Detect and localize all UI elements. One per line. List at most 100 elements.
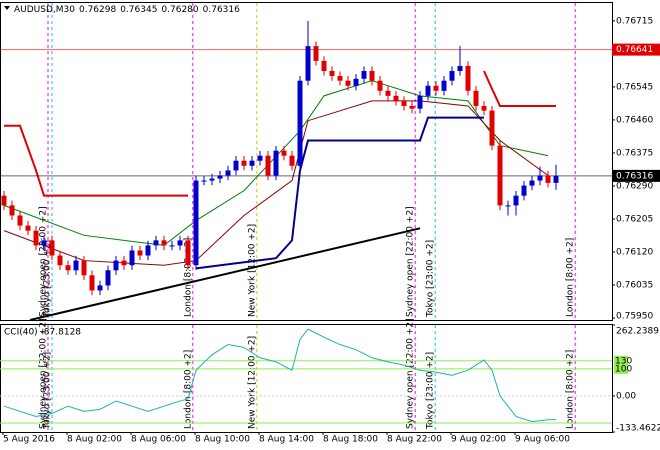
y-tick-label: 0.76460: [616, 115, 653, 125]
chart-title: AUDUSD,M30 0.76298 0.76345 0.76280 0.76316: [14, 5, 240, 15]
level-label: 130: [615, 356, 632, 366]
candle-body: [225, 170, 231, 176]
ohlc-value: 0.76280: [161, 5, 198, 15]
session-label: New York [12:00 +2]: [247, 336, 257, 429]
y-tick-label: 0.76715: [616, 16, 653, 26]
candle-body: [553, 175, 559, 183]
session-label: Sydney open [22:00 +2]: [406, 318, 416, 429]
candle-body: [9, 205, 15, 216]
x-tick-label: 9 Aug 02:00: [451, 435, 506, 445]
candle-body: [193, 180, 199, 266]
level-label: 100: [615, 364, 632, 374]
candle-body: [353, 78, 359, 86]
candle-body: [337, 76, 343, 81]
candle-body: [369, 70, 375, 81]
candle-body: [177, 240, 183, 246]
session-label: New York [12:00 +2]: [247, 224, 257, 317]
y-tick-label: 0.75950: [616, 312, 653, 322]
candle-body: [89, 275, 95, 291]
candle-body: [513, 195, 519, 206]
candle-body: [273, 150, 279, 176]
candle-body: [305, 46, 311, 81]
candle-body: [121, 260, 127, 266]
candle-body: [41, 240, 47, 246]
session-label: Tokyo [23:00 +2]: [43, 240, 53, 318]
candle-body: [505, 205, 511, 207]
price-label-box: [612, 169, 660, 182]
candle-body: [145, 245, 151, 256]
candle-body: [545, 175, 551, 183]
candle-body: [1, 195, 7, 206]
candle-body: [497, 145, 503, 206]
price-label-box: [612, 43, 660, 56]
x-tick-label: 9 Aug 06:00: [515, 435, 570, 445]
level-label-box: [614, 355, 628, 366]
candle-body: [433, 85, 439, 91]
candle-body: [129, 250, 135, 266]
candle-body: [441, 80, 447, 91]
candle-body: [481, 105, 487, 111]
cci-panel: [0, 324, 613, 433]
indicator-line: [195, 116, 484, 270]
y-tick-label: 0.76375: [616, 148, 653, 158]
candle-body: [209, 178, 215, 181]
x-tick-label: 8 Aug 18:00: [323, 435, 378, 445]
candle-body: [241, 160, 247, 166]
symbol: AUDUSD,M30: [14, 5, 75, 15]
y-tick-label: 0.76290: [616, 181, 653, 191]
candle-body: [465, 65, 471, 91]
session-label: London [8:00 +2]: [566, 238, 576, 317]
ohlc-value: 0.76298: [79, 5, 116, 15]
candle-body: [57, 255, 63, 266]
candle-body: [25, 225, 31, 231]
session-label: London [8:00 +2]: [183, 238, 193, 317]
y-tick-label: 0.76120: [616, 248, 653, 258]
x-tick-label: 8 Aug 06:00: [131, 435, 186, 445]
candle-body: [321, 60, 327, 71]
ohlc-value: 0.76345: [120, 5, 157, 15]
candle-body: [233, 160, 239, 171]
candle-body: [97, 285, 103, 291]
candle-body: [33, 230, 39, 246]
candle-body: [409, 105, 415, 109]
candle-body: [169, 245, 175, 247]
candle-body: [281, 150, 287, 156]
x-tick-label: 8 Aug 10:00: [195, 435, 250, 445]
indicator-line: [4, 70, 556, 197]
candle-body: [65, 265, 71, 271]
x-tick-label: 8 Aug 22:00: [387, 435, 442, 445]
y-tick-label: 0.00: [616, 391, 636, 401]
candle-body: [289, 155, 295, 166]
session-label: Tokyo [23:00 +2]: [426, 240, 436, 318]
candle-body: [521, 185, 527, 196]
candle-body: [137, 250, 143, 256]
candle-body: [153, 240, 159, 246]
candle-body: [265, 155, 271, 176]
candle-body: [449, 70, 455, 81]
candle-body: [313, 46, 319, 61]
candle-body: [201, 180, 207, 182]
session-label: London [8:00 +2]: [566, 350, 576, 429]
y-tick-label: 0.76545: [616, 82, 653, 92]
candle-body: [457, 65, 463, 71]
candle-body: [81, 260, 87, 276]
x-tick-label: 8 Aug 14:00: [259, 435, 314, 445]
candle-body: [185, 240, 191, 266]
x-tick-label: 8 Aug 02:00: [67, 435, 122, 445]
session-label: Tokyo [23:00 +2]: [426, 352, 436, 430]
y-tick-label: -133.4622: [616, 424, 660, 434]
x-tick-label: 5 Aug 2016: [3, 435, 55, 445]
level-label-box: [614, 363, 628, 374]
candle-body: [329, 70, 335, 77]
session-label: London [8:00 +2]: [183, 350, 193, 429]
indicator-line: [3, 80, 549, 246]
y-tick-label: 0.76035: [616, 281, 653, 291]
candle-body: [417, 95, 423, 109]
candle-body: [393, 95, 399, 101]
candle-body: [401, 100, 407, 106]
candle-body: [105, 270, 111, 286]
candle-body: [217, 175, 223, 179]
y-tick-label: 0.76205: [616, 214, 653, 224]
y-tick-label: 262.2389: [616, 327, 659, 337]
